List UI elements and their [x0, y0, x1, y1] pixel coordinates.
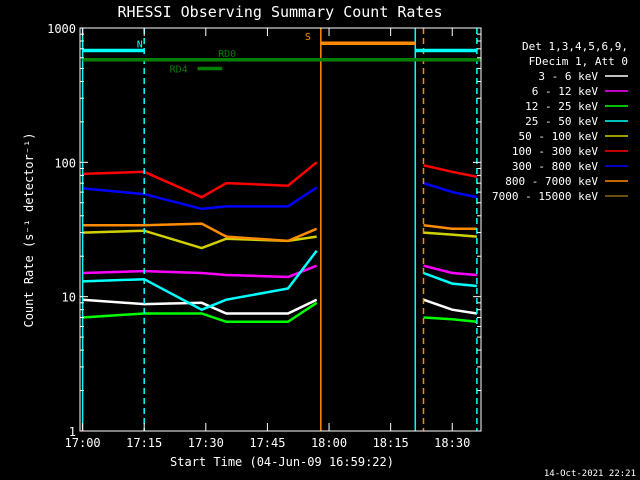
annotation-layer: N S RD0 RD4	[81, 28, 481, 431]
series-line	[82, 249, 318, 312]
series-layer	[82, 161, 478, 324]
legend-entry-label: 800 - 7000 keV	[505, 175, 598, 188]
series-line	[82, 161, 318, 199]
series-line	[82, 298, 318, 315]
x-axis-label: Start Time (04-Jun-09 16:59:22)	[170, 455, 394, 469]
legend-entry-label: 12 - 25 keV	[525, 100, 598, 113]
x-tick-label: 18:15	[373, 436, 409, 450]
series-line	[423, 316, 478, 324]
plot-frame	[79, 27, 482, 432]
series-line	[423, 298, 478, 315]
state-bar-label: N	[137, 39, 143, 50]
y-axis-label: Count Rate (s⁻¹ detector⁻¹)	[22, 132, 36, 327]
y-tick-label: 10	[62, 291, 76, 305]
legend-entry-label: 3 - 6 keV	[538, 70, 598, 83]
legend-header: Det 1,3,4,5,6,9,	[522, 40, 628, 53]
axis-layer: 17:00 17:15 17:30 17:45 18:00 18:15 18:30 1 10 10…	[47, 22, 481, 450]
x-tick-label: 18:00	[311, 436, 347, 450]
series-line	[423, 264, 478, 277]
chart-title: RHESSI Observing Summary Count Rates	[117, 3, 442, 21]
timestamp: 14-Oct-2021 22:21	[544, 469, 636, 479]
x-tick-label: 17:00	[65, 436, 101, 450]
x-tick-label: 17:15	[126, 436, 162, 450]
state-bar-label: S	[305, 32, 311, 43]
legend-entry-label: 100 - 300 keV	[512, 145, 598, 158]
x-tick-label: 17:45	[249, 436, 285, 450]
series-line	[423, 164, 478, 179]
series-line	[82, 264, 318, 279]
legend-entry-label: 7000 - 15000 keV	[492, 190, 598, 203]
legend-entry-label: 25 - 50 keV	[525, 115, 598, 128]
y-tick-label: 1000	[47, 22, 76, 36]
series-line	[82, 222, 318, 243]
state-bar-label: RD0	[218, 49, 236, 60]
legend-entry-label: 6 - 12 keV	[532, 85, 599, 98]
y-tick-label: 100	[54, 156, 76, 170]
x-tick-label: 18:30	[434, 436, 470, 450]
series-line	[423, 224, 477, 231]
legend: Det 1,3,4,5,6,9, FDecim 1, Att 0 3 - 6 keV…	[492, 40, 628, 203]
series-line	[423, 181, 478, 199]
series-line	[82, 186, 318, 211]
legend-entry-label: 50 - 100 keV	[519, 130, 599, 143]
legend-header: FDecim 1, Att 0	[529, 55, 628, 68]
legend-entry-label: 300 - 800 keV	[512, 160, 598, 173]
x-tick-label: 17:30	[188, 436, 224, 450]
series-line	[82, 301, 318, 324]
y-tick-label: 1	[69, 425, 76, 439]
series-line	[423, 271, 478, 288]
series-line	[423, 231, 478, 238]
state-bar-label: RD4	[170, 64, 188, 75]
